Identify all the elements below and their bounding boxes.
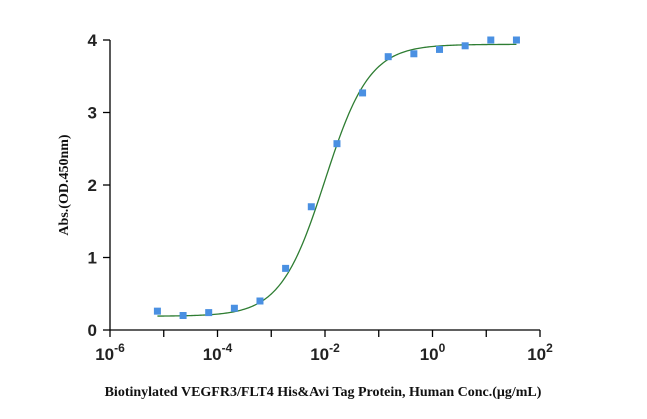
data-points (153, 36, 520, 319)
y-tick-label: 2 (88, 176, 97, 195)
data-point (461, 42, 469, 50)
data-point (230, 304, 238, 312)
plot-area: 0 1 2 3 4 10-6 10-4 10-2 100 102 (88, 31, 554, 364)
fit-curve-line (157, 43, 517, 317)
x-tick-label: 100 (420, 341, 446, 364)
data-point (436, 45, 444, 53)
data-point (282, 264, 290, 272)
data-point (307, 203, 315, 211)
x-tick-label: 102 (527, 341, 553, 364)
data-point (153, 307, 161, 315)
x-tick-label: 10-4 (203, 341, 233, 364)
data-point (205, 309, 213, 317)
x-tick-label: 10-6 (95, 341, 125, 364)
data-point (256, 297, 264, 305)
x-axis-ticks: 10-6 10-4 10-2 100 102 (95, 330, 553, 364)
x-tick-label: 10-2 (310, 341, 340, 364)
y-tick-label: 3 (88, 104, 97, 123)
y-tick-label: 1 (88, 249, 97, 268)
data-point (410, 50, 418, 58)
y-tick-label: 4 (88, 31, 98, 50)
data-point (333, 140, 341, 148)
data-point (359, 89, 367, 97)
data-point (384, 53, 392, 61)
data-point (179, 312, 187, 319)
x-axis-title: Biotinylated VEGFR3/FLT4 His&Avi Tag Pro… (105, 385, 542, 400)
data-point (487, 36, 495, 44)
data-point (512, 36, 520, 44)
y-axis-ticks: 0 1 2 3 4 (88, 31, 110, 340)
y-axis-title: Abs.(OD.450nm) (57, 134, 72, 235)
y-tick-label: 0 (88, 321, 97, 340)
